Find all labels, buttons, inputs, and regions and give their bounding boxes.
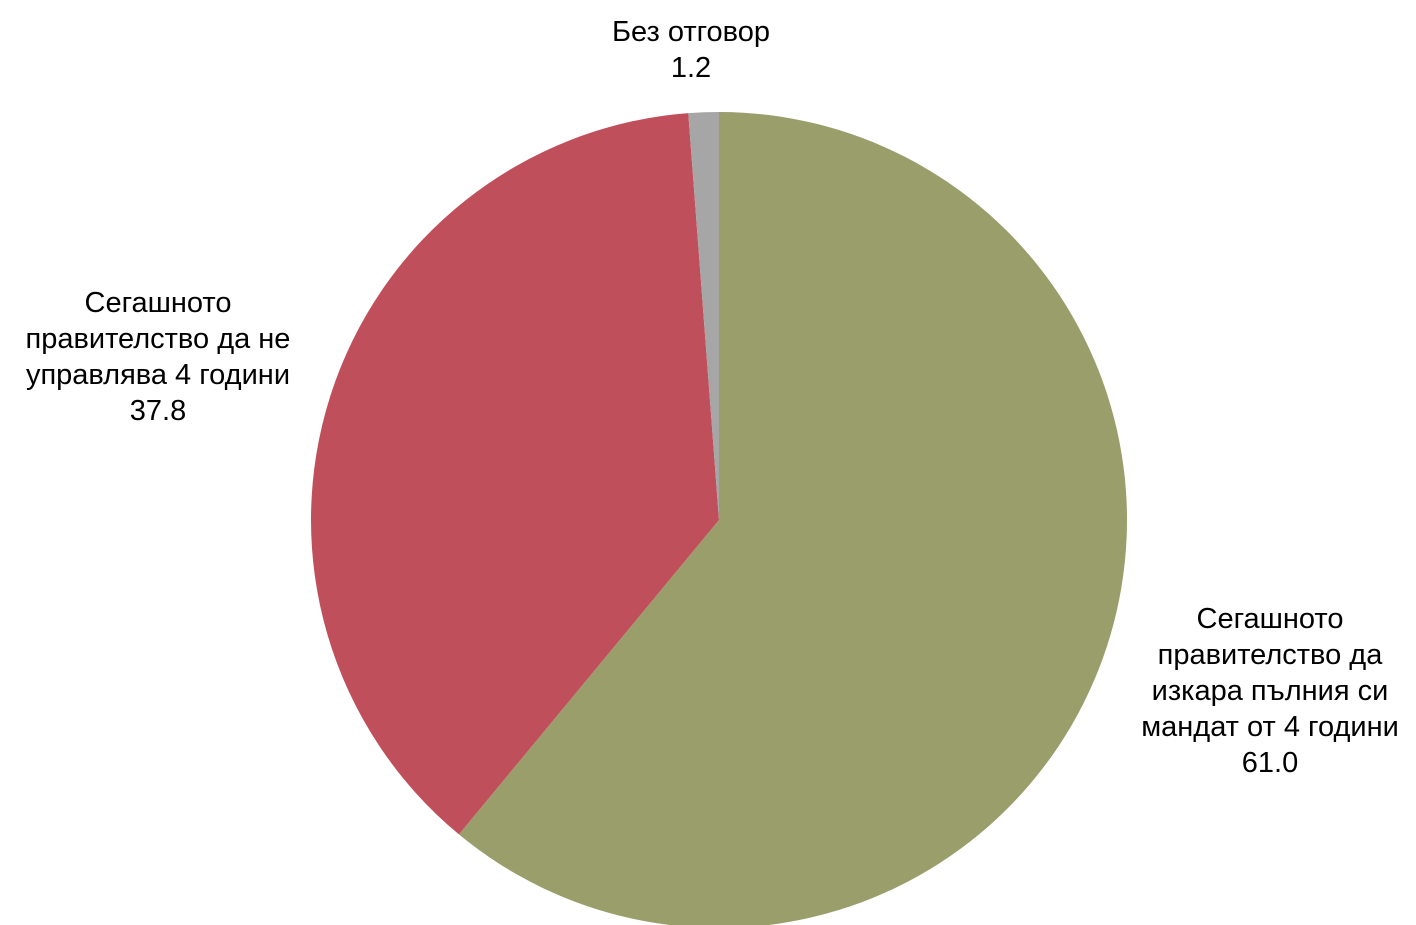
slice-category-label: мандат от 4 години xyxy=(1141,711,1399,743)
pie-slices xyxy=(310,112,1127,925)
pie-slice-1 xyxy=(458,112,1127,925)
slice-label-2: Сегашното правителство да не управлява 4 г… xyxy=(26,287,291,427)
slice-category-label: Сегашното xyxy=(85,287,232,319)
slice-category-label: изкара пълния си xyxy=(1152,675,1389,707)
slice-label-3: Без отговор 1.2 xyxy=(612,16,770,84)
pie-slice-3 xyxy=(688,112,719,520)
slice-category-label: правителство да xyxy=(1158,639,1384,671)
slice-labels: Сегашното правителство да изкара пълния си… xyxy=(26,16,1399,779)
slice-value-label: 37.8 xyxy=(130,395,186,427)
pie-slice-2 xyxy=(310,113,719,835)
slice-category-label: правителство да не xyxy=(26,323,291,355)
slice-value-label: 1.2 xyxy=(671,52,711,84)
slice-category-label: Без отговор xyxy=(612,16,770,48)
slice-value-label: 61.0 xyxy=(1242,747,1298,779)
slice-label-1: Сегашното правителство да изкара пълния си… xyxy=(1141,603,1399,779)
slice-category-label: управлява 4 години xyxy=(26,359,290,391)
slice-category-label: Сегашното xyxy=(1197,603,1344,635)
